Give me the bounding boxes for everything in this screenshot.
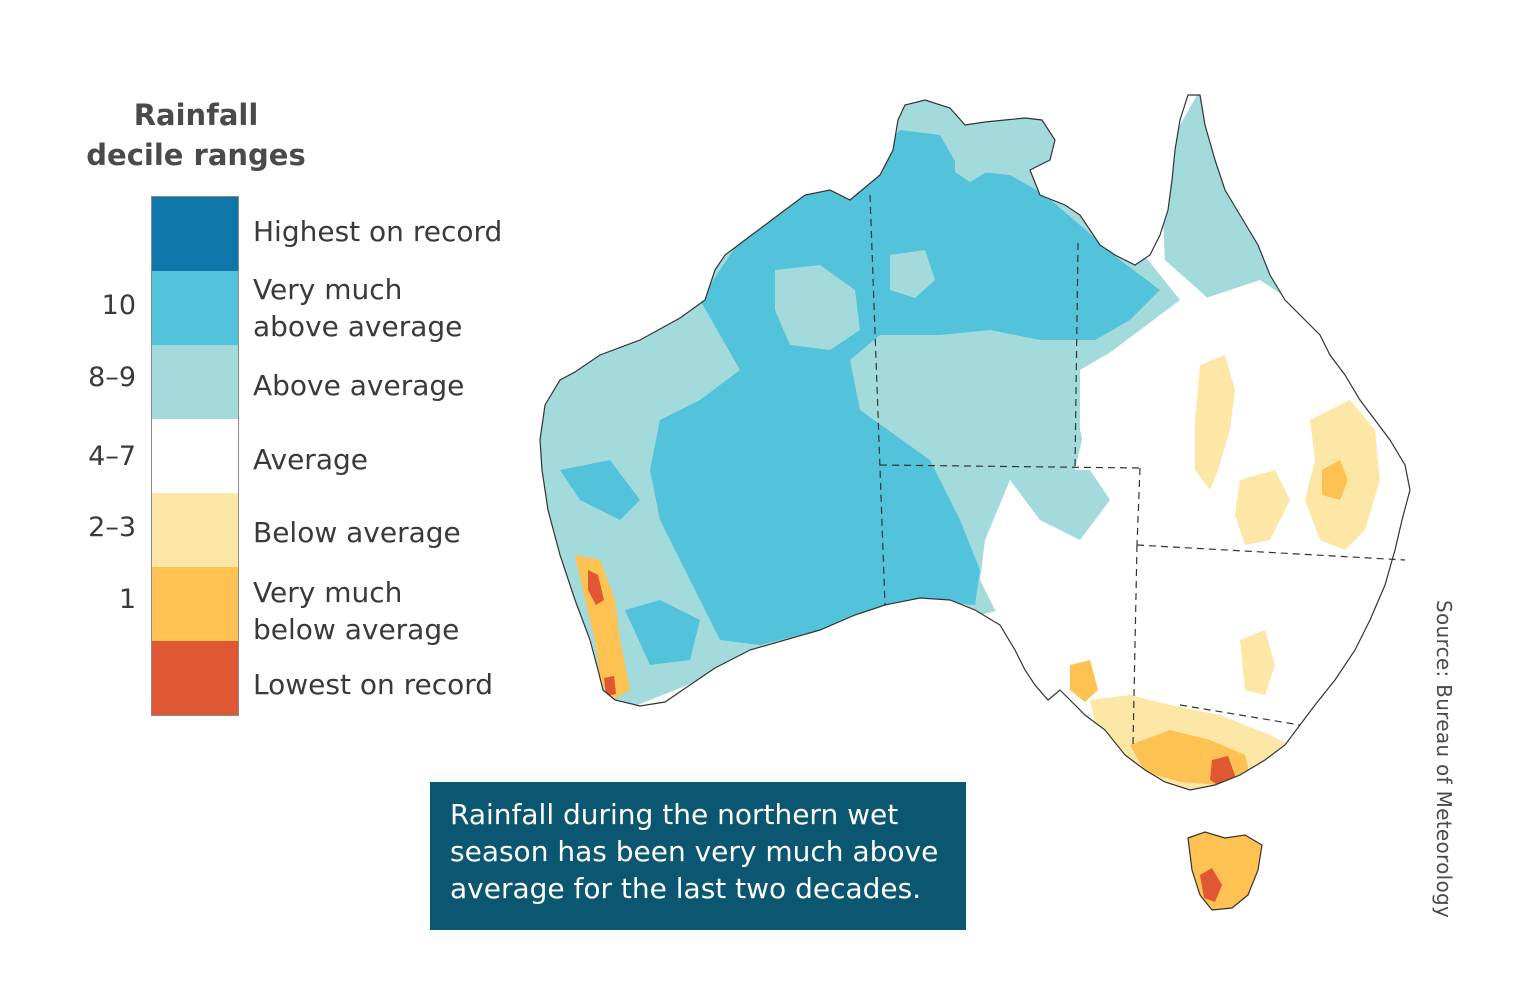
decile-label-10: 10 [101,290,136,321]
legend-label-line: Average [253,443,368,476]
legend-label-line: Very much [253,576,403,609]
border-sa-qld-nsw [1136,467,1141,546]
swatch-highest-on-record [152,197,238,271]
decile-label-2-3: 2–3 [88,512,136,543]
swatch-very-much-below-average [152,567,238,641]
swatch-above-average [152,345,238,419]
callout-line3: average for the last two decades. [450,872,922,905]
tasmania-lowest-on-record [1200,868,1222,902]
zone-lowest-on-record-wa [588,570,604,605]
swatch-below-average [152,493,238,567]
zone-very-much-above-average-west [560,460,640,520]
callout-line1: Rainfall during the northern wet [450,798,899,831]
legend-label-lowest-on-record: Lowest on record [253,666,493,703]
zone-above-average-northeast [1160,95,1300,315]
callout-line2: season has been very much above [450,835,939,868]
zone-lowest-on-record-wa-south [604,676,616,696]
swatch-average [152,419,238,493]
legend-label-above-average: Above average [253,367,464,404]
zone-very-much-below-average-qld [1322,460,1348,500]
legend-label-very-much-above-average: Very much above average [253,271,462,345]
border-wa-nt-sa [869,194,886,606]
legend-label-very-much-below-average: Very much below average [253,574,459,648]
legend-label-highest-on-record: Highest on record [253,213,502,250]
swatch-lowest-on-record [152,641,238,715]
tasmania-land [1187,831,1263,911]
zone-very-much-above-average [650,130,1160,645]
legend-color-bar [151,196,239,716]
source-credit: Source: Bureau of Meteorology [1432,600,1456,919]
border-nt-sa [879,464,1141,469]
legend-title-line2: decile ranges [86,138,306,172]
zone-very-much-below-average-sa [1070,660,1098,702]
legend-label-line: Below average [253,516,461,549]
summary-callout: Rainfall during the northern wet season … [430,782,966,930]
rainfall-zones [540,95,1410,790]
legend-label-line: Highest on record [253,215,503,248]
swatch-very-much-above-average [152,271,238,345]
zone-below-average-inland [1235,470,1290,545]
zone-above-average-island-2 [890,250,935,298]
zone-above-average-island-3 [955,150,990,182]
state-borders [869,194,1406,746]
decile-label-8-9: 8–9 [88,362,136,393]
border-nt-qld [1074,242,1079,469]
decile-label-1: 1 [118,584,136,615]
legend-label-line: above average [253,310,463,343]
mainland-australia [539,94,1411,791]
legend-title: Rainfall decile ranges [60,95,332,175]
zone-above-average-island-1 [775,265,860,350]
legend-label-average: Average [253,441,368,478]
zone-below-average-central-east [1195,355,1235,490]
zone-below-average-south-1 [1240,630,1275,695]
border-sa-nsw-vic [1132,544,1138,746]
tasmania [1187,831,1263,911]
legend-label-line: Very much [253,273,403,306]
zone-very-much-above-average-southwest [625,600,700,665]
legend-label-line: below average [253,613,460,646]
legend-title-line1: Rainfall [133,98,259,132]
border-qld-nsw [1136,544,1406,561]
decile-label-4-7: 4–7 [88,441,136,472]
legend-label-line: Lowest on record [253,668,494,701]
border-nsw-vic [1179,704,1301,726]
legend-label-below-average: Below average [253,514,461,551]
legend-label-line: Above average [253,369,465,402]
zone-average-east [980,280,1410,765]
